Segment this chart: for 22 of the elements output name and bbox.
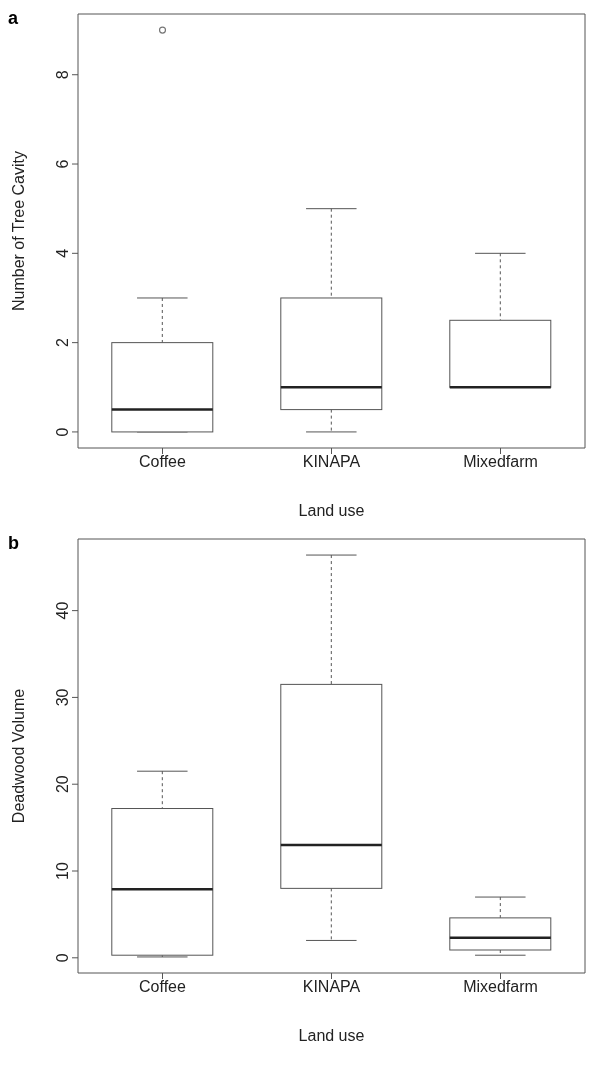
y-tick-label: 20 xyxy=(54,775,71,794)
y-axis-title: Number of Tree Cavity xyxy=(9,150,27,312)
x-tick-label: KINAPA xyxy=(302,453,361,471)
x-axis-title: Land use xyxy=(298,1027,365,1044)
x-tick-label: KINAPA xyxy=(302,978,361,996)
y-axis-title: Deadwood Volume xyxy=(9,688,27,824)
y-tick-label: 30 xyxy=(54,688,71,707)
y-tick-label: 40 xyxy=(54,601,71,620)
x-tick-label: Mixedfarm xyxy=(463,453,538,471)
y-tick-label: 8 xyxy=(54,70,71,80)
y-tick-label: 4 xyxy=(54,248,71,258)
x-tick-label: Coffee xyxy=(139,978,187,996)
x-tick-label: Coffee xyxy=(139,453,187,471)
chart-title: a xyxy=(8,8,19,29)
chart-title: b xyxy=(8,533,19,554)
x-tick-label: Mixedfarm xyxy=(463,978,538,996)
x-axis-title: Land use xyxy=(298,502,365,519)
y-tick-label: 2 xyxy=(54,338,71,348)
y-tick-label: 10 xyxy=(54,862,71,880)
y-tick-label: 0 xyxy=(54,427,71,437)
y-tick-label: 6 xyxy=(54,159,71,169)
y-tick-label: 0 xyxy=(54,953,71,963)
